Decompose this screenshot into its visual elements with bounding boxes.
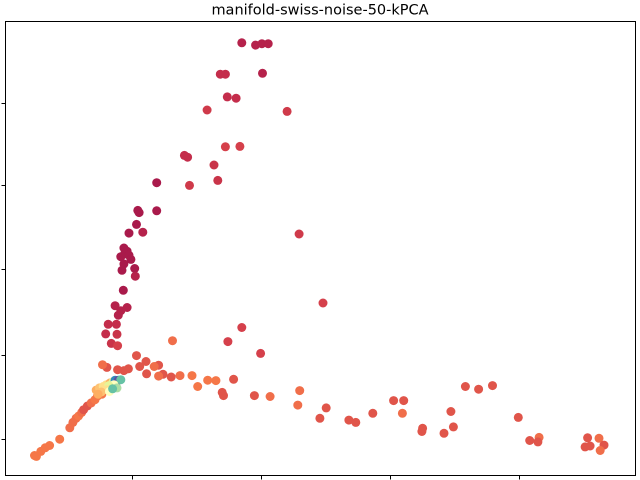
data-point-10 [202, 105, 212, 115]
data-point-30 [126, 254, 136, 264]
data-point-70 [193, 382, 203, 391]
scatter-points [30, 38, 609, 461]
data-point-9 [282, 106, 292, 116]
data-point-103 [595, 446, 605, 455]
data-point-79 [315, 413, 325, 423]
data-point-94 [513, 412, 523, 422]
data-point-51 [168, 336, 177, 346]
data-point-68 [211, 376, 221, 386]
data-point-36 [294, 229, 304, 239]
data-point-135 [93, 389, 103, 399]
data-point-59 [113, 365, 123, 375]
data-point-0 [237, 38, 247, 48]
data-point-62 [142, 369, 152, 379]
data-point-99 [583, 433, 593, 443]
data-point-80 [344, 415, 354, 425]
data-point-108 [45, 441, 55, 450]
data-point-88 [439, 428, 449, 438]
data-point-78 [321, 403, 331, 413]
y-axis-ticks [1, 103, 6, 440]
plot-axes [1, 21, 636, 480]
data-point-71 [229, 374, 239, 384]
data-point-73 [219, 391, 228, 401]
data-point-92 [474, 384, 484, 394]
data-point-3 [263, 39, 273, 49]
data-point-55 [149, 362, 159, 371]
data-point-64 [166, 372, 176, 382]
data-point-82 [368, 408, 378, 418]
data-point-89 [446, 407, 456, 416]
data-point-83 [389, 396, 399, 406]
data-point-37 [318, 298, 328, 308]
data-point-16 [213, 175, 223, 185]
data-point-61 [98, 360, 107, 370]
data-point-7 [222, 92, 232, 102]
data-point-76 [295, 386, 305, 396]
data-point-34 [130, 271, 140, 281]
data-point-52 [132, 351, 141, 361]
plot-frame [5, 21, 636, 476]
data-point-4 [258, 68, 267, 78]
data-point-6 [220, 69, 230, 79]
data-point-17 [185, 180, 194, 190]
chart-title: manifold-swiss-noise-50-kPCA [211, 3, 428, 19]
data-point-90 [448, 422, 458, 432]
data-point-65 [154, 371, 164, 381]
data-point-75 [265, 392, 275, 401]
data-point-93 [488, 381, 497, 391]
data-point-2 [257, 39, 267, 49]
x-axis-ticks [132, 475, 520, 480]
data-point-45 [112, 329, 122, 339]
data-point-50 [256, 348, 266, 358]
data-point-47 [113, 341, 123, 351]
data-point-97 [533, 437, 543, 447]
data-point-101 [594, 433, 604, 443]
data-point-43 [111, 319, 121, 329]
data-point-23 [124, 228, 134, 238]
data-point-44 [101, 329, 111, 339]
data-point-21 [134, 208, 144, 218]
data-point-100 [585, 441, 595, 451]
data-point-74 [249, 391, 259, 401]
data-point-81 [351, 417, 361, 427]
data-point-109 [55, 434, 65, 444]
data-point-48 [237, 323, 247, 332]
data-point-84 [399, 396, 409, 406]
data-point-20 [152, 206, 162, 216]
data-point-53 [141, 357, 151, 366]
data-point-87 [417, 427, 427, 436]
data-point-69 [203, 375, 213, 385]
data-point-85 [397, 408, 407, 418]
data-point-14 [183, 152, 193, 162]
data-point-77 [293, 400, 303, 410]
data-point-129 [116, 375, 126, 385]
data-point-66 [175, 371, 185, 381]
data-point-11 [220, 142, 230, 152]
data-point-49 [223, 337, 233, 347]
data-point-137 [108, 384, 118, 394]
data-point-35 [118, 285, 128, 295]
data-point-24 [138, 227, 148, 237]
data-point-56 [135, 362, 145, 371]
data-point-67 [187, 371, 197, 381]
data-point-33 [130, 264, 140, 273]
data-point-12 [235, 141, 245, 151]
data-point-15 [209, 160, 219, 170]
data-point-8 [231, 93, 241, 103]
data-point-95 [525, 436, 535, 445]
data-point-18 [152, 178, 162, 188]
data-point-28 [116, 252, 126, 262]
data-point-22 [132, 219, 141, 229]
data-point-41 [113, 310, 123, 320]
data-point-32 [117, 265, 127, 275]
data-point-91 [460, 382, 470, 391]
data-point-42 [103, 319, 113, 329]
data-point-40 [122, 303, 132, 312]
